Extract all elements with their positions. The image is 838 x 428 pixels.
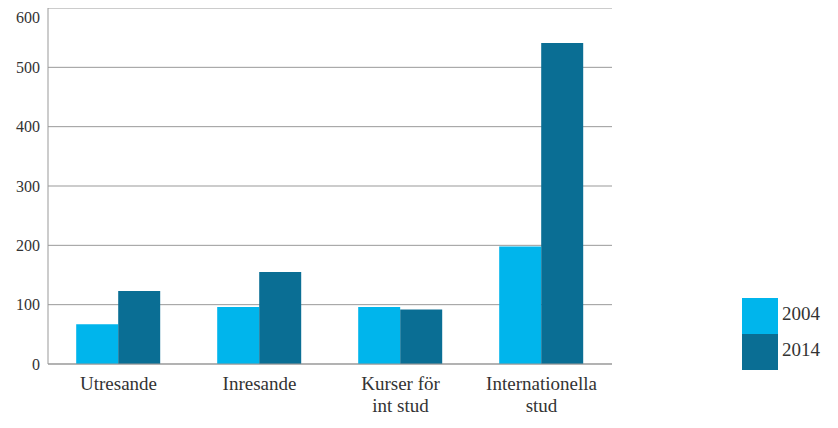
svg-text:600: 600: [16, 9, 40, 26]
html-text:2014: 2014: [782, 339, 820, 361]
svg-text:400: 400: [16, 118, 40, 135]
svg-text:int stud: int stud: [372, 395, 429, 416]
svg-text:Kurser för: Kurser för: [361, 373, 440, 394]
svg-text:stud: stud: [526, 395, 558, 416]
svg-text:0: 0: [32, 356, 40, 373]
svg-text:Inresande: Inresande: [223, 373, 297, 394]
svg-text:Internationella: Internationella: [486, 373, 597, 394]
svg-text:500: 500: [16, 59, 40, 76]
svg-text:100: 100: [16, 296, 40, 313]
svg-text:200: 200: [16, 237, 40, 254]
svg-text:Utresande: Utresande: [80, 373, 157, 394]
svg-text:300: 300: [16, 178, 40, 195]
html-text:2004: 2004: [782, 303, 820, 325]
